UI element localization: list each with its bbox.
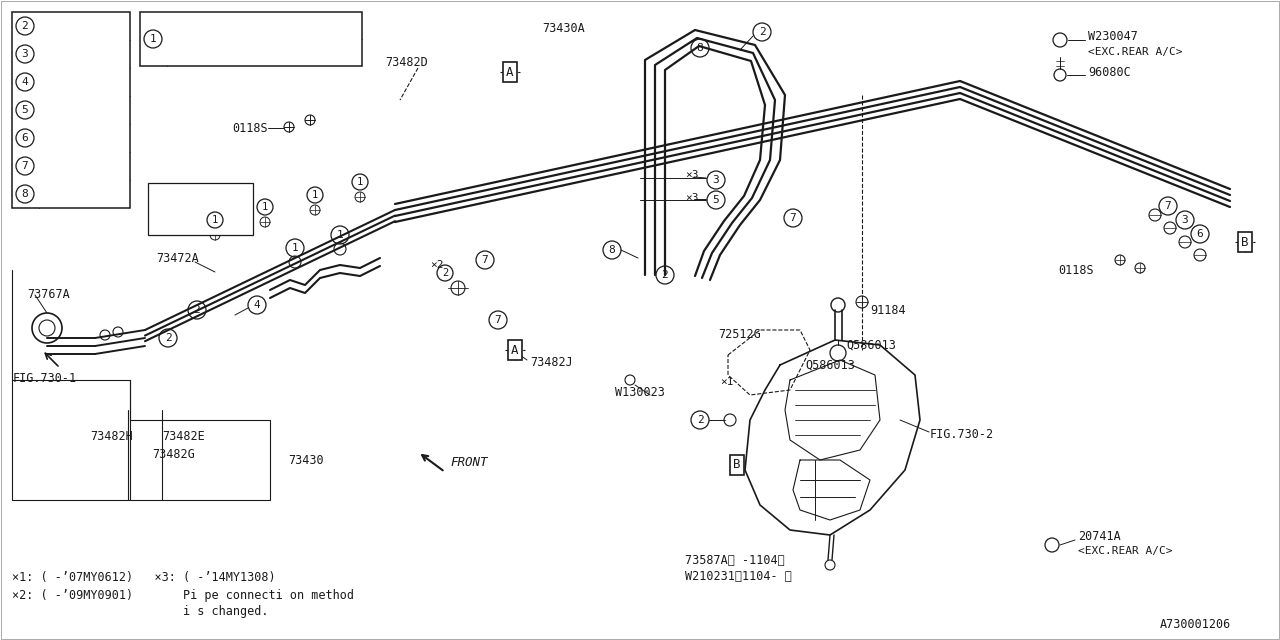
Text: 2: 2 xyxy=(193,305,201,315)
Text: 4: 4 xyxy=(22,77,28,87)
Text: 0118S: 0118S xyxy=(1059,264,1093,276)
Text: 96080C: 96080C xyxy=(1088,67,1130,79)
Text: 2: 2 xyxy=(662,270,668,280)
Text: 7: 7 xyxy=(1165,201,1171,211)
Text: Q586013: Q586013 xyxy=(805,358,855,371)
Text: 73482J: 73482J xyxy=(530,356,572,369)
Text: 73767A: 73767A xyxy=(27,289,69,301)
Text: 4: 4 xyxy=(253,300,260,310)
Text: 2: 2 xyxy=(165,333,172,343)
Text: 1: 1 xyxy=(357,177,364,187)
Text: ×2: ( -’09MY0901)       Pi pe connecti on method: ×2: ( -’09MY0901) Pi pe connecti on meth… xyxy=(12,589,355,602)
Bar xyxy=(140,12,362,66)
Text: 5: 5 xyxy=(713,195,719,205)
Text: 1: 1 xyxy=(262,202,268,212)
Text: 73430A: 73430A xyxy=(541,22,585,35)
Text: 73482I: 73482I xyxy=(44,188,90,200)
Text: 6: 6 xyxy=(22,133,28,143)
Text: 6: 6 xyxy=(1197,229,1203,239)
Text: W210231（1104- ）: W210231（1104- ） xyxy=(685,570,792,584)
Text: A: A xyxy=(511,344,518,356)
Text: 2: 2 xyxy=(22,21,28,31)
Text: 7: 7 xyxy=(22,161,28,171)
Text: 2: 2 xyxy=(759,27,765,37)
Text: 73430: 73430 xyxy=(288,454,324,467)
Text: Q586013: Q586013 xyxy=(846,339,896,351)
Text: 0118S: 0118S xyxy=(232,122,268,134)
Text: FRONT: FRONT xyxy=(451,456,488,468)
Text: ×1: ×1 xyxy=(719,377,733,387)
Text: 1: 1 xyxy=(212,215,218,225)
Text: 7: 7 xyxy=(790,213,796,223)
Text: 8: 8 xyxy=(608,245,616,255)
Text: W130023: W130023 xyxy=(614,385,664,399)
Text: 20741A: 20741A xyxy=(1078,531,1121,543)
Text: 3: 3 xyxy=(22,49,28,59)
Text: 3: 3 xyxy=(1181,215,1188,225)
Text: W230047: W230047 xyxy=(1088,31,1138,44)
Text: ( -0605): ( -0605) xyxy=(155,191,212,204)
Text: 73482E: 73482E xyxy=(163,431,205,444)
Text: FIG.730-1: FIG.730-1 xyxy=(13,371,77,385)
Text: 73587A（ -1104）: 73587A（ -1104） xyxy=(685,554,785,566)
Text: 5: 5 xyxy=(22,105,28,115)
Text: N370031: N370031 xyxy=(44,19,96,33)
Text: ×3: ×3 xyxy=(685,193,699,203)
Text: FIG.730-2: FIG.730-2 xyxy=(931,429,995,442)
Text: <EXC.REAR A/C>: <EXC.REAR A/C> xyxy=(1078,546,1172,556)
Text: 1: 1 xyxy=(312,190,319,200)
Text: 0104S*A (  -0608): 0104S*A ( -0608) xyxy=(172,19,293,33)
Text: 7: 7 xyxy=(494,315,502,325)
Bar xyxy=(12,12,131,208)
Text: 1: 1 xyxy=(292,243,298,253)
Text: Y26944: Y26944 xyxy=(44,47,90,61)
Text: A730001206: A730001206 xyxy=(1160,618,1231,632)
Text: 3: 3 xyxy=(713,175,719,185)
Text: i s changed.: i s changed. xyxy=(12,605,269,618)
Text: 16596: 16596 xyxy=(44,76,82,88)
Text: B: B xyxy=(733,458,741,472)
Text: 2: 2 xyxy=(442,268,448,278)
Text: 73482G: 73482G xyxy=(152,449,195,461)
Text: 1: 1 xyxy=(337,230,343,240)
Text: 1: 1 xyxy=(150,34,156,44)
Text: ×1: ( -’07MY0612)   ×3: ( -’14MY1308): ×1: ( -’07MY0612) ×3: ( -’14MY1308) xyxy=(12,572,275,584)
Text: ×2: ×2 xyxy=(430,260,443,270)
Text: B: B xyxy=(1242,236,1249,248)
Text: 0474S  〈0608-  〉: 0474S 〈0608- 〉 xyxy=(172,45,285,58)
Text: 8: 8 xyxy=(696,43,704,53)
Text: 73176*A: 73176*A xyxy=(44,104,96,116)
Text: 8: 8 xyxy=(22,189,28,199)
Text: 73482H: 73482H xyxy=(90,431,133,444)
Text: 2: 2 xyxy=(696,415,704,425)
Text: 73472A: 73472A xyxy=(156,252,198,264)
Text: 91184: 91184 xyxy=(870,303,906,317)
Text: 73482F: 73482F xyxy=(44,159,90,173)
Text: 72512G: 72512G xyxy=(718,328,760,342)
Text: 73176*B: 73176*B xyxy=(44,131,96,145)
Text: ×3: ×3 xyxy=(685,170,699,180)
Text: 73482D: 73482D xyxy=(385,56,428,68)
Text: A: A xyxy=(507,65,513,79)
Text: <EXC.REAR A/C>: <EXC.REAR A/C> xyxy=(1088,47,1183,57)
Text: 7: 7 xyxy=(481,255,489,265)
Bar xyxy=(148,183,253,235)
